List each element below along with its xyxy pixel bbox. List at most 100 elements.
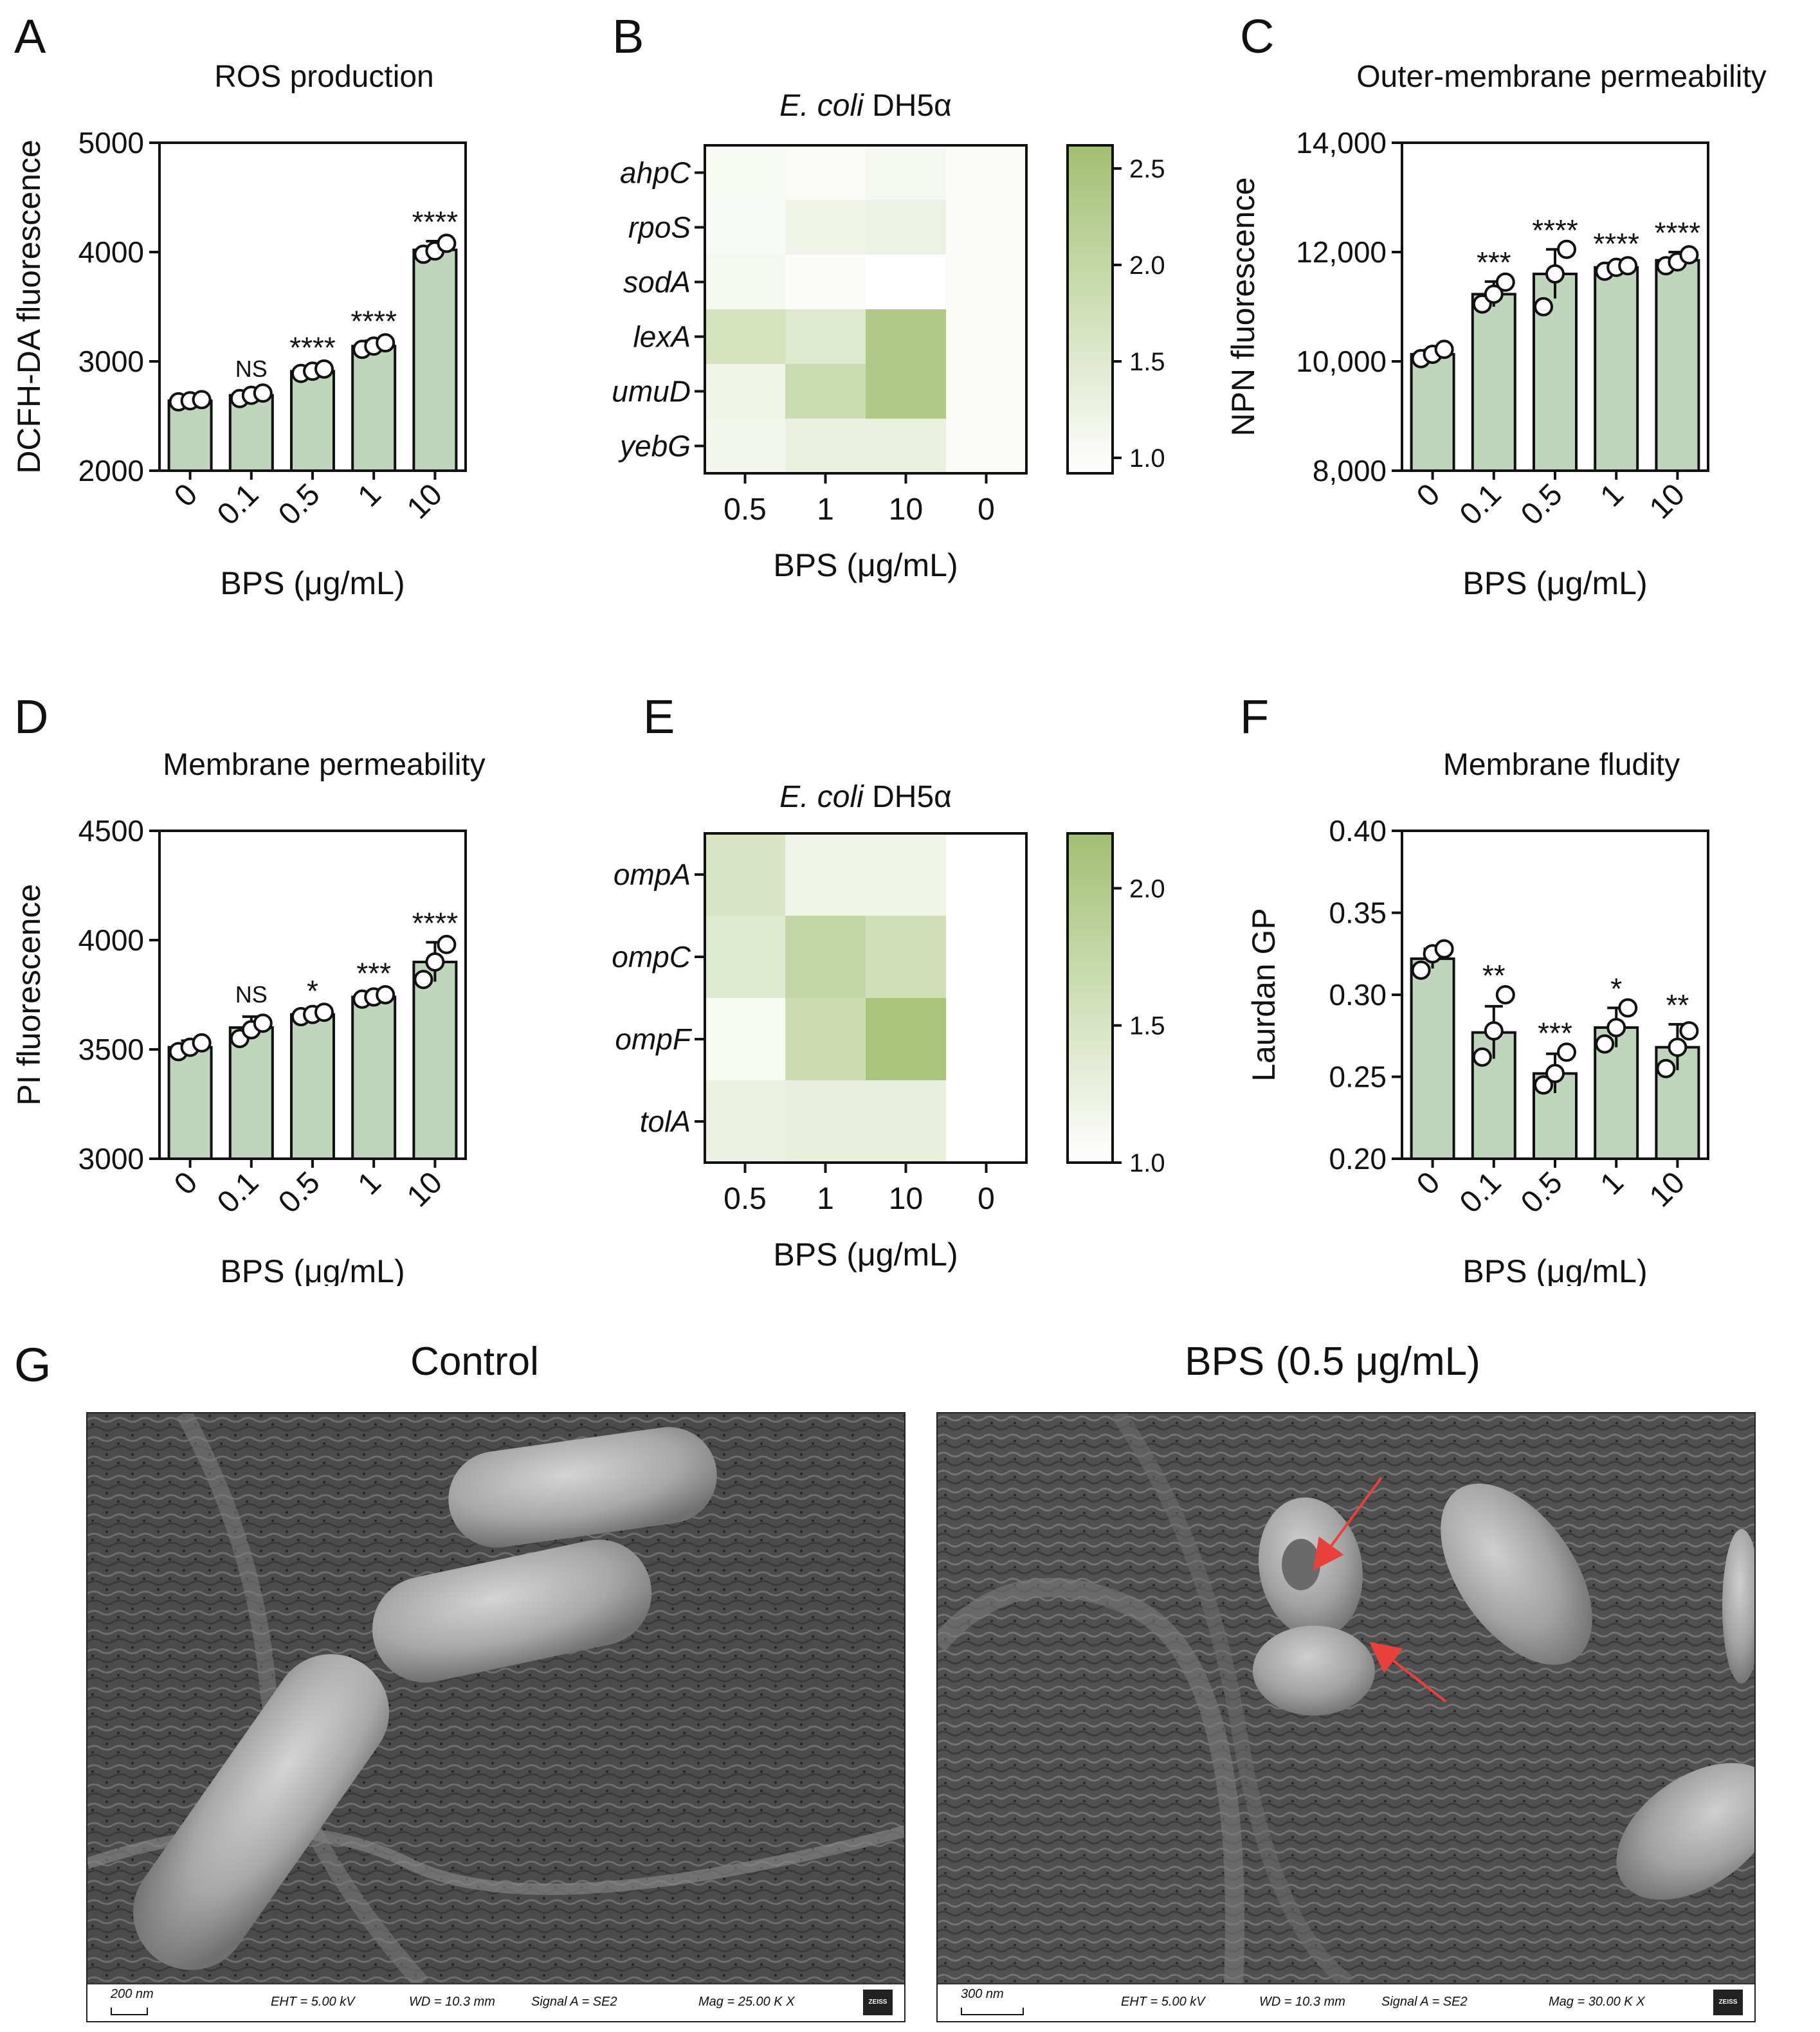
significance-label: NS: [235, 981, 268, 1008]
data-point: [1595, 1034, 1615, 1054]
x-tick-label: 0.5: [272, 1165, 327, 1220]
bar: [351, 995, 397, 1161]
row-label: umuD: [612, 375, 691, 408]
column-label: 1: [817, 1182, 834, 1216]
y-tick-label: 3000: [78, 345, 144, 378]
heatmap-cell: [785, 255, 866, 310]
data-point: [1534, 297, 1553, 316]
y-tick-label: 0.25: [1329, 1060, 1387, 1094]
sem-bps-title: BPS (0.5 μg/mL): [1185, 1339, 1480, 1384]
row-label: lexA: [633, 320, 691, 354]
row-label: rpoS: [628, 211, 691, 244]
x-tick-label: 0.1: [211, 477, 266, 532]
heatmap-cell: [946, 419, 1027, 474]
panel-letter-f: F: [1240, 690, 1269, 743]
zeiss-logo: ZEISS: [863, 1990, 893, 2015]
heatmap-cell: [705, 309, 786, 365]
significance-label: NS: [235, 356, 268, 382]
data-point: [1618, 998, 1638, 1018]
data-point: [1472, 1047, 1492, 1067]
data-point: [1668, 1037, 1688, 1057]
heatmap-cell: [946, 200, 1027, 255]
colorbar: [1066, 144, 1114, 475]
data-point: [1495, 985, 1515, 1004]
chart-d: Membrane permeability PI fluorescence 0 NS 0…: [11, 748, 486, 1286]
bar: [167, 399, 213, 473]
mag-readout: Mag = 25.00 K X: [698, 1995, 795, 2009]
heatmap-cell: [946, 309, 1027, 365]
significance-label: **: [1666, 988, 1689, 1022]
wd-readout: WD = 10.3 mm: [409, 1995, 495, 2009]
y-tick-label: 0.40: [1329, 814, 1387, 848]
column-label: 10: [889, 493, 923, 527]
chart-title: Membrane permeability: [163, 748, 486, 782]
y-tick-label: 4000: [78, 235, 144, 269]
data-point: [253, 1013, 273, 1033]
heatmap-cell: [946, 1080, 1027, 1163]
sem-micrograph-control: [87, 1413, 904, 1983]
plot-frame: [158, 830, 467, 1160]
eht-readout: EHT = 5.00 kV: [271, 1995, 355, 2009]
bar: [1594, 266, 1639, 472]
data-point: [376, 985, 396, 1004]
x-tick-label: 10: [1643, 477, 1691, 525]
x-tick-label: 0.5: [1515, 477, 1569, 532]
heatmap-cell: [866, 916, 947, 999]
damage-arrows: [1313, 1476, 1447, 1703]
data-point: [1495, 272, 1515, 292]
heatmap-cell: [705, 364, 786, 419]
data-point: [1679, 245, 1699, 265]
y-tick-label: 10,000: [1296, 345, 1387, 378]
mag-readout: Mag = 30.00 K X: [1549, 1995, 1645, 2009]
sem-image-bps: 300 nm EHT = 5.00 kV WD = 10.3 mm Signal…: [936, 1412, 1756, 2022]
colorbar-tick-label: 1.0: [1129, 444, 1165, 473]
heatmap-cell: [866, 200, 947, 255]
x-axis-label: BPS (μg/mL): [773, 1237, 958, 1273]
sem-image-control: 200 nm EHT = 5.00 kV WD = 10.3 mm Signal…: [86, 1412, 905, 2022]
heatmap-cell: [785, 309, 866, 365]
data-point: [314, 1002, 334, 1022]
heatmap-frame: [704, 144, 1028, 475]
heatmap-cell: [946, 833, 1027, 916]
heatmap-cell: [785, 998, 866, 1081]
column-label: 0: [978, 493, 995, 527]
heatmap-cell: [946, 364, 1027, 419]
heatmap-cell: [705, 833, 786, 916]
y-tick-label: 5000: [78, 126, 144, 159]
significance-label: ****: [412, 906, 459, 939]
heatmap-cell: [705, 1080, 786, 1163]
heatmap-cell: [866, 309, 947, 365]
x-tick-label: 0: [1410, 477, 1446, 513]
chart-panels: ROS production DCFH-DA fluorescence 0 NS 0.1…: [11, 60, 1767, 1286]
bar: [290, 370, 335, 472]
heatmap-cell: [946, 255, 1027, 310]
heatmap-cell: [946, 145, 1027, 201]
x-tick-label: 1: [352, 477, 388, 513]
heatmap-cell: [866, 364, 947, 419]
x-axis-label: BPS (μg/mL): [220, 1253, 405, 1286]
heatmap-cell: [785, 364, 866, 419]
data-point: [437, 934, 457, 954]
bacterium-cells: [133, 1427, 717, 1970]
scale-bar: [961, 2008, 1024, 2015]
bar: [1410, 957, 1455, 1161]
column-label: 0.5: [723, 493, 767, 527]
zeiss-logo: ZEISS: [1713, 1990, 1743, 2015]
y-tick-label: 8,000: [1313, 454, 1387, 487]
chart-title: Outer-membrane permeability: [1356, 60, 1767, 94]
chart-a: ROS production DCFH-DA fluorescence 0 NS 0.1…: [11, 60, 467, 601]
colorbar-tick-label: 2.5: [1129, 155, 1165, 183]
significance-label: **: [1482, 959, 1506, 992]
data-point: [192, 1033, 212, 1053]
heatmap-cell: [785, 916, 866, 999]
y-tick-label: 2000: [78, 454, 144, 487]
signal-readout: Signal A = SE2: [531, 1995, 617, 2009]
bar: [351, 345, 397, 473]
heatmap-cell: [705, 419, 786, 474]
x-tick-label: 1: [1594, 477, 1630, 513]
bar: [290, 1013, 335, 1160]
heatmap-cell: [705, 998, 786, 1081]
heatmap-cell: [866, 833, 947, 916]
heatmap-cell: [785, 419, 866, 474]
x-tick-label: 0.5: [272, 477, 327, 532]
